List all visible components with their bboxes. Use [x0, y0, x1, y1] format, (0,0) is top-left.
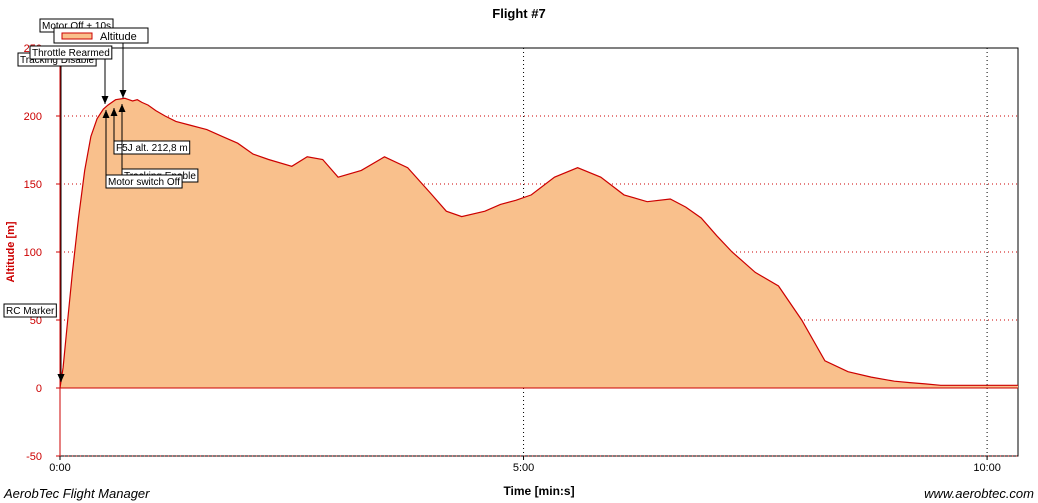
- altitude-area: [60, 98, 1018, 389]
- annotation-label: Tracking Disable: [20, 55, 95, 66]
- legend-entry-altitude: Altitude: [100, 31, 137, 43]
- annotation-marker: Throttle Rearmed: [29, 45, 113, 104]
- x-tick-label: 5:00: [513, 462, 534, 474]
- annotation-arrow: [101, 96, 109, 104]
- x-axis-label: Time [min:s]: [503, 484, 574, 498]
- x-tick-label: 10:00: [973, 462, 1001, 474]
- y-tick-label: 0: [36, 383, 42, 395]
- y-tick-label: 50: [30, 315, 42, 327]
- y-tick-label: 100: [24, 247, 42, 259]
- x-tick-label: 0:00: [49, 462, 70, 474]
- annotation-label: Motor switch Off: [108, 177, 180, 188]
- altitude-line: [59, 97, 1018, 389]
- annotation-arrow: [119, 90, 127, 98]
- y-tick-label: 150: [24, 179, 42, 191]
- annotation-marker: Motor switch Off: [102, 110, 183, 189]
- annotation-marker: RC Marker: [3, 303, 65, 382]
- annotation-box: [29, 45, 113, 60]
- annotation-arrow: [118, 104, 126, 112]
- annotation-label: F5J alt. 212,8 m: [116, 143, 188, 154]
- annotation-box: [113, 140, 191, 155]
- annotation-arrow: [102, 110, 110, 118]
- annotation-box: [3, 303, 57, 318]
- annotation-marker: F5J alt. 212,8 m: [110, 108, 191, 155]
- footer-website: www.aerobtec.com: [924, 486, 1034, 501]
- annotation-label: Throttle Rearmed: [32, 48, 110, 59]
- footer-app-name: AerobTec Flight Manager: [3, 486, 150, 501]
- annotation-arrow: [110, 108, 118, 116]
- axes: [56, 48, 1018, 460]
- legend-swatch: [61, 32, 93, 40]
- x-tick-labels: 0:00 5:00 10:00: [49, 462, 1001, 474]
- y-tick-label: -50: [26, 451, 42, 463]
- annotation-arrow: [57, 374, 65, 382]
- y-axis-label: Altitude [m]: [5, 221, 17, 282]
- altitude-series: [59, 97, 1018, 389]
- annotation-label: RC Marker: [6, 306, 55, 317]
- annotation-label: Motor Off + 10s: [42, 21, 111, 32]
- y-tick-label: 200: [24, 111, 42, 123]
- y-tick-labels: -50050100150200250: [24, 43, 42, 463]
- annotation-box: [105, 174, 183, 189]
- chart-title: Flight #7: [492, 6, 545, 21]
- legend: Altitude: [53, 27, 149, 44]
